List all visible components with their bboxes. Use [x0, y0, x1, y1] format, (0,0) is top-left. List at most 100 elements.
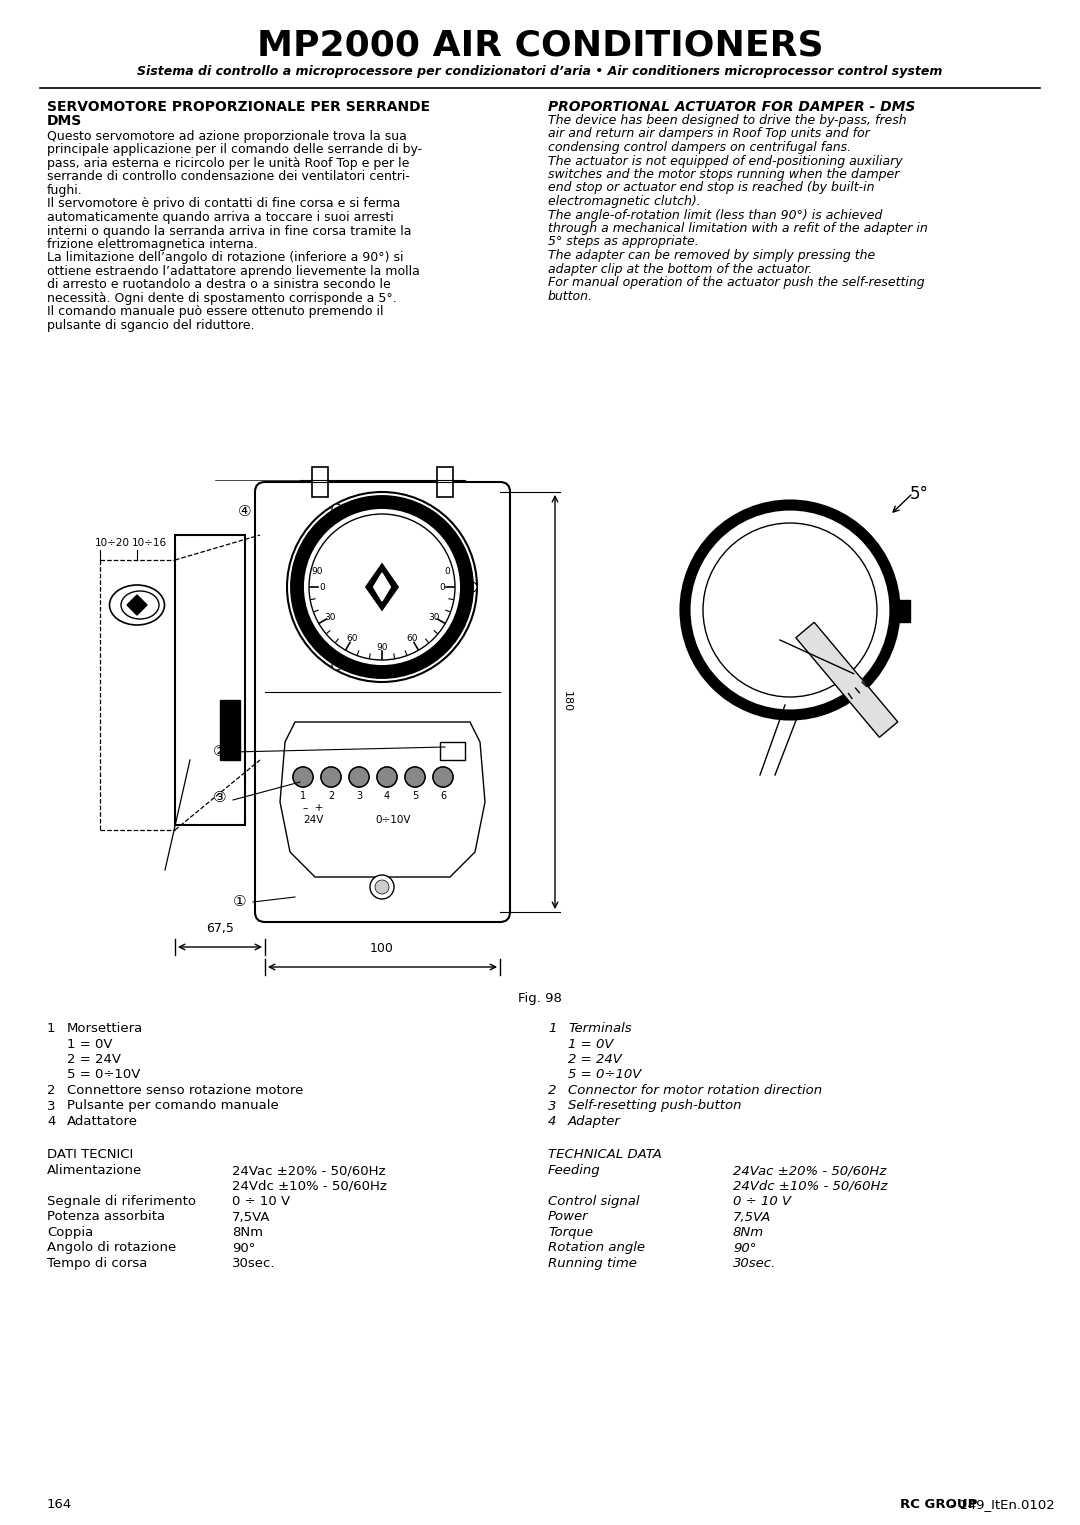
Polygon shape — [127, 595, 147, 615]
Circle shape — [375, 880, 389, 894]
Text: fughi.: fughi. — [48, 185, 83, 197]
Text: 1: 1 — [300, 791, 306, 801]
Text: For manual operation of the actuator push the self-resetting: For manual operation of the actuator pus… — [548, 276, 924, 290]
Text: DATI TECNICI: DATI TECNICI — [48, 1148, 133, 1162]
Bar — [175, 535, 245, 825]
Text: 3: 3 — [548, 1100, 556, 1113]
Text: 24Vdc ±10% - 50/60Hz: 24Vdc ±10% - 50/60Hz — [733, 1179, 888, 1193]
Text: 3: 3 — [356, 791, 362, 801]
Text: air and return air dampers in Roof Top units and for: air and return air dampers in Roof Top u… — [548, 128, 869, 140]
Text: 90: 90 — [376, 642, 388, 651]
Circle shape — [685, 505, 895, 715]
Text: Questo servomotore ad azione proporzionale trova la sua: Questo servomotore ad azione proporziona… — [48, 130, 407, 143]
Text: 5 = 0÷10V: 5 = 0÷10V — [568, 1069, 642, 1081]
Text: 2: 2 — [548, 1084, 556, 1096]
Bar — [890, 599, 910, 622]
Text: pulsante di sgancio del riduttore.: pulsante di sgancio del riduttore. — [48, 319, 255, 332]
Text: 1: 1 — [548, 1022, 556, 1035]
Circle shape — [405, 767, 426, 787]
Text: 30: 30 — [428, 613, 440, 622]
Text: ②: ② — [213, 744, 227, 759]
Circle shape — [370, 875, 394, 900]
Text: Torque: Torque — [548, 1226, 593, 1238]
Text: Sistema di controllo a microprocessore per condizionatori d’aria • Air condition: Sistema di controllo a microprocessore p… — [137, 66, 943, 78]
Text: 8Nm: 8Nm — [232, 1226, 264, 1238]
Text: Rotation angle: Rotation angle — [548, 1241, 645, 1255]
Text: 30: 30 — [324, 613, 336, 622]
Text: principale applicazione per il comando delle serrande di by-: principale applicazione per il comando d… — [48, 143, 422, 157]
Circle shape — [377, 767, 397, 787]
Circle shape — [433, 767, 453, 787]
Text: 7,5VA: 7,5VA — [232, 1211, 270, 1223]
Text: 0 ÷ 10 V: 0 ÷ 10 V — [733, 1196, 792, 1208]
Text: Self-resetting push-button: Self-resetting push-button — [568, 1100, 742, 1113]
Text: ③: ③ — [213, 790, 227, 805]
Text: serrande di controllo condensazione dei ventilatori centri-: serrande di controllo condensazione dei … — [48, 171, 410, 183]
Text: 180: 180 — [562, 691, 572, 712]
Text: Adattatore: Adattatore — [67, 1115, 138, 1128]
Text: 10÷20: 10÷20 — [95, 538, 130, 547]
Text: 90°: 90° — [232, 1241, 255, 1255]
Text: 0: 0 — [444, 567, 450, 576]
Text: 0 ÷ 10 V: 0 ÷ 10 V — [232, 1196, 291, 1208]
Text: - 149_ItEn.0102: - 149_ItEn.0102 — [946, 1498, 1055, 1511]
Text: 90°: 90° — [733, 1241, 756, 1255]
Text: 67,5: 67,5 — [206, 923, 234, 935]
FancyBboxPatch shape — [255, 482, 510, 923]
Text: Potenza assorbita: Potenza assorbita — [48, 1211, 165, 1223]
Text: The adapter can be removed by simply pressing the: The adapter can be removed by simply pre… — [548, 249, 875, 262]
Circle shape — [703, 523, 877, 697]
Bar — [312, 467, 328, 497]
Bar — [437, 467, 453, 497]
Text: The device has been designed to drive the by-pass, fresh: The device has been designed to drive th… — [548, 114, 906, 127]
Text: 5° steps as appropriate.: 5° steps as appropriate. — [548, 235, 699, 249]
Text: necessità. Ogni dente di spostamento corrisponde a 5°.: necessità. Ogni dente di spostamento cor… — [48, 291, 396, 305]
Text: 5°: 5° — [910, 485, 929, 503]
Text: RC GROUP: RC GROUP — [900, 1498, 977, 1511]
Polygon shape — [366, 564, 397, 608]
Text: 2: 2 — [328, 791, 334, 801]
Circle shape — [433, 767, 453, 787]
Text: ottiene estraendo l’adattatore aprendo lievemente la molla: ottiene estraendo l’adattatore aprendo l… — [48, 265, 420, 278]
Text: 1 = 0V: 1 = 0V — [568, 1037, 613, 1051]
Text: The actuator is not equipped of end-positioning auxiliary: The actuator is not equipped of end-posi… — [548, 154, 903, 168]
Text: frizione elettromagnetica interna.: frizione elettromagnetica interna. — [48, 238, 258, 252]
Text: –  +: – + — [303, 804, 323, 813]
Text: Running time: Running time — [548, 1257, 637, 1270]
Text: 1: 1 — [48, 1022, 55, 1035]
Text: ④: ④ — [239, 505, 252, 520]
Polygon shape — [796, 622, 897, 737]
Text: Connettore senso rotazione motore: Connettore senso rotazione motore — [67, 1084, 303, 1096]
Text: Pulsante per comando manuale: Pulsante per comando manuale — [67, 1100, 279, 1113]
Text: 3: 3 — [48, 1100, 55, 1113]
Text: Feeding: Feeding — [548, 1164, 600, 1177]
Ellipse shape — [121, 592, 159, 619]
Text: Angolo di rotazione: Angolo di rotazione — [48, 1241, 176, 1255]
Text: automaticamente quando arriva a toccare i suoi arresti: automaticamente quando arriva a toccare … — [48, 210, 394, 224]
Text: interni o quando la serranda arriva in fine corsa tramite la: interni o quando la serranda arriva in f… — [48, 224, 411, 238]
Text: 7,5VA: 7,5VA — [733, 1211, 771, 1223]
Text: Coppia: Coppia — [48, 1226, 93, 1238]
Text: 0: 0 — [440, 583, 445, 592]
Text: 60: 60 — [406, 634, 418, 644]
Circle shape — [349, 767, 369, 787]
Text: Connector for motor rotation direction: Connector for motor rotation direction — [568, 1084, 822, 1096]
Circle shape — [321, 767, 341, 787]
Text: Adapter: Adapter — [568, 1115, 621, 1128]
Text: MP2000 AIR CONDITIONERS: MP2000 AIR CONDITIONERS — [257, 27, 823, 63]
Text: 5 = 0÷10V: 5 = 0÷10V — [67, 1069, 140, 1081]
Text: 5: 5 — [411, 791, 418, 801]
Polygon shape — [374, 573, 390, 601]
Text: through a mechanical limitation with a refit of the adapter in: through a mechanical limitation with a r… — [548, 223, 928, 235]
Text: SERVOMOTORE PROPORZIONALE PER SERRANDE: SERVOMOTORE PROPORZIONALE PER SERRANDE — [48, 101, 430, 114]
Text: 4: 4 — [48, 1115, 55, 1128]
Circle shape — [293, 767, 313, 787]
Text: 90: 90 — [311, 567, 323, 576]
Circle shape — [287, 493, 477, 682]
Text: Il comando manuale può essere ottenuto premendo il: Il comando manuale può essere ottenuto p… — [48, 305, 383, 319]
Circle shape — [467, 583, 477, 592]
Circle shape — [309, 514, 455, 660]
Text: 0÷10V: 0÷10V — [375, 814, 410, 825]
Text: 60: 60 — [347, 634, 357, 644]
Text: 0: 0 — [319, 583, 325, 592]
